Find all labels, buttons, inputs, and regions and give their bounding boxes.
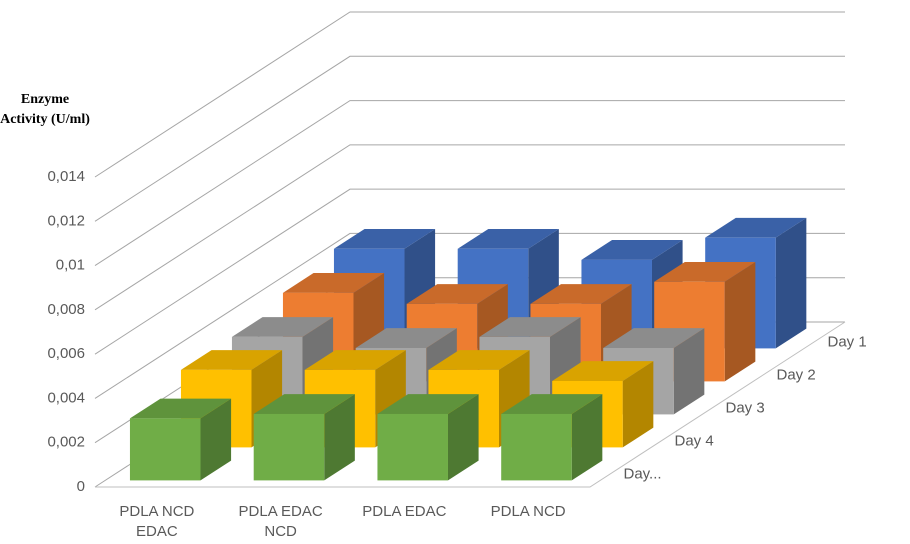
depth-label: Day 4 bbox=[675, 432, 714, 449]
bar-top bbox=[552, 361, 654, 381]
bar-top bbox=[304, 350, 406, 370]
bar-top bbox=[581, 240, 683, 260]
bar-side bbox=[571, 394, 603, 481]
grid-line bbox=[94, 55, 845, 222]
bar-top bbox=[355, 328, 457, 348]
bar-side bbox=[724, 261, 756, 382]
y-tick-label: 0,008 bbox=[47, 301, 85, 318]
y-tick-label: 0,006 bbox=[47, 345, 85, 362]
depth-label: Day... bbox=[624, 465, 662, 482]
bar-top bbox=[253, 394, 355, 414]
bar-side bbox=[622, 361, 654, 448]
bar-side bbox=[775, 217, 807, 349]
bar-top bbox=[705, 217, 807, 238]
bar-top bbox=[406, 284, 508, 304]
bar-top bbox=[530, 284, 632, 304]
x-tick-label: PDLA NCD EDAC bbox=[119, 503, 195, 540]
bar-side bbox=[324, 394, 355, 481]
bar-side bbox=[673, 328, 705, 415]
bar-top bbox=[180, 350, 283, 370]
x-tick-label: PDLA NCD bbox=[490, 503, 566, 520]
y-tick-label: 0,002 bbox=[47, 434, 85, 451]
bar-front bbox=[129, 418, 201, 481]
depth-label: Day 2 bbox=[777, 366, 816, 383]
bar-top bbox=[282, 273, 385, 293]
bar-top bbox=[333, 228, 436, 249]
y-tick-label: 0,004 bbox=[47, 389, 85, 406]
x-tick-label: PDLA EDAC NCD bbox=[238, 503, 323, 540]
bar-front bbox=[377, 413, 448, 481]
bar-side bbox=[200, 398, 232, 481]
bar-top bbox=[377, 394, 479, 414]
grid-line bbox=[94, 188, 845, 355]
bar-top bbox=[231, 317, 334, 337]
bar-top bbox=[457, 228, 559, 249]
y-tick-label: 0,012 bbox=[47, 212, 85, 229]
bar-side bbox=[447, 394, 479, 481]
bar-top bbox=[603, 328, 705, 348]
bar-front bbox=[501, 413, 572, 481]
floor-edge bbox=[95, 321, 846, 488]
grid-line bbox=[94, 11, 845, 178]
y-axis-title: Enzyme Activity (U/ml) bbox=[0, 92, 90, 127]
bar-top bbox=[654, 261, 756, 282]
bar bbox=[253, 394, 355, 481]
depth-label: Day 3 bbox=[726, 399, 765, 416]
bar bbox=[501, 394, 603, 481]
bar-top bbox=[428, 350, 530, 370]
bar-top bbox=[479, 317, 581, 337]
y-tick-label: 0,01 bbox=[56, 257, 85, 274]
x-tick-label: PDLA EDAC bbox=[362, 503, 447, 520]
grid-line bbox=[94, 232, 845, 399]
bar bbox=[129, 398, 232, 481]
y-tick-label: 0 bbox=[77, 478, 85, 495]
bar-top bbox=[129, 398, 232, 419]
bar-top bbox=[501, 394, 603, 414]
grid-line bbox=[94, 100, 845, 266]
grid-line bbox=[94, 144, 845, 311]
bar-front bbox=[253, 413, 325, 481]
y-tick-label: 0,014 bbox=[47, 168, 85, 185]
depth-label: Day 1 bbox=[828, 333, 867, 350]
bar bbox=[377, 394, 479, 481]
